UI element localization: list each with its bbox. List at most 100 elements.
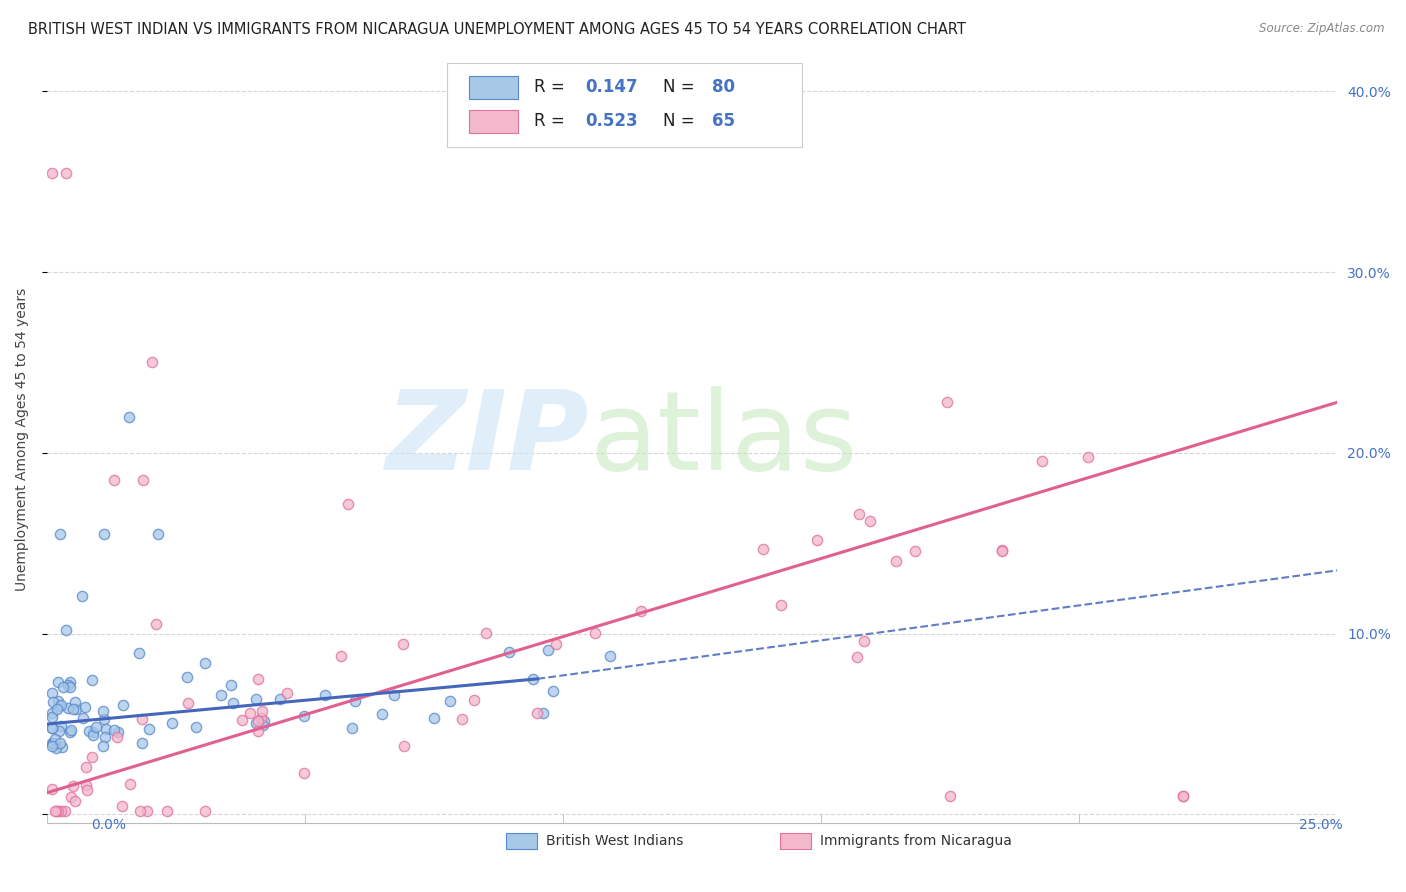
Point: [176, 670, 198, 684]
Text: 0.0%: 0.0%: [91, 818, 127, 832]
Point: [269, 691, 291, 706]
Point: [82, 725, 104, 739]
Point: [222, 696, 245, 710]
Point: [475, 626, 498, 640]
Point: [450, 713, 472, 727]
Point: [103, 473, 125, 487]
Text: atlas: atlas: [589, 386, 858, 492]
Point: [138, 722, 160, 736]
Point: [630, 604, 652, 618]
Text: 80: 80: [711, 78, 734, 96]
Point: [65, 701, 87, 715]
Point: [49, 719, 72, 733]
Point: [46, 693, 69, 707]
Point: [103, 723, 125, 738]
Point: [245, 716, 267, 731]
Point: [131, 712, 153, 726]
Point: [79, 724, 101, 739]
Point: [463, 693, 485, 707]
Text: British West Indians: British West Indians: [546, 834, 683, 848]
Point: [194, 657, 217, 671]
Point: [160, 716, 183, 731]
Point: [253, 714, 276, 728]
Point: [132, 473, 155, 487]
Point: [439, 694, 461, 708]
Point: [522, 672, 544, 686]
Text: BRITISH WEST INDIAN VS IMMIGRANTS FROM NICARAGUA UNEMPLOYMENT AMONG AGES 45 TO 5: BRITISH WEST INDIAN VS IMMIGRANTS FROM N…: [28, 22, 966, 37]
Point: [770, 598, 793, 612]
Point: [93, 712, 115, 726]
Text: N =: N =: [662, 112, 695, 130]
Point: [129, 804, 152, 818]
Point: [136, 804, 159, 818]
Point: [939, 789, 962, 804]
Point: [62, 702, 84, 716]
Point: [49, 698, 72, 713]
Point: [156, 804, 179, 818]
Point: [58, 681, 80, 695]
Point: [145, 617, 167, 632]
Point: [58, 674, 80, 689]
Point: [239, 706, 262, 720]
Text: R =: R =: [533, 112, 564, 130]
Point: [245, 691, 267, 706]
Point: [128, 646, 150, 660]
Point: [423, 711, 446, 725]
Text: 25.0%: 25.0%: [1299, 818, 1343, 832]
Point: [41, 722, 63, 736]
Point: [58, 701, 80, 715]
Point: [55, 166, 77, 180]
Point: [41, 706, 63, 720]
Y-axis label: Unemployment Among Ages 45 to 54 years: Unemployment Among Ages 45 to 54 years: [15, 288, 30, 591]
Point: [41, 686, 63, 700]
Point: [846, 650, 869, 665]
Point: [294, 709, 316, 723]
Point: [526, 706, 548, 720]
Point: [117, 409, 139, 424]
Point: [112, 698, 135, 712]
Point: [72, 711, 94, 725]
Bar: [470, 110, 517, 133]
Point: [392, 637, 415, 651]
Point: [936, 395, 959, 409]
Point: [58, 678, 80, 692]
Point: [46, 701, 69, 715]
Point: [62, 779, 84, 793]
Point: [146, 527, 169, 541]
Point: [41, 781, 63, 796]
Point: [859, 514, 882, 528]
Point: [48, 723, 70, 738]
Point: [247, 714, 270, 728]
Point: [329, 648, 352, 663]
Point: [42, 695, 65, 709]
Point: [991, 543, 1014, 558]
Text: ZIP: ZIP: [385, 386, 589, 492]
Point: [382, 688, 405, 702]
Text: 0.147: 0.147: [585, 78, 638, 96]
Point: [247, 723, 270, 738]
Point: [537, 643, 560, 657]
Text: R =: R =: [533, 78, 564, 96]
Point: [209, 688, 232, 702]
Point: [73, 700, 96, 714]
Point: [371, 706, 394, 721]
Point: [55, 623, 77, 637]
Point: [1031, 454, 1053, 468]
Point: [884, 554, 907, 568]
Text: Source: ZipAtlas.com: Source: ZipAtlas.com: [1260, 22, 1385, 36]
Point: [498, 645, 520, 659]
Point: [51, 680, 73, 694]
Point: [250, 711, 273, 725]
Point: [45, 740, 67, 755]
Point: [41, 739, 63, 753]
Point: [82, 728, 104, 742]
Point: [340, 721, 363, 735]
Point: [48, 527, 70, 541]
Point: [336, 497, 359, 511]
Point: [250, 704, 273, 718]
Point: [107, 724, 129, 739]
Point: [49, 804, 72, 818]
Point: [44, 731, 66, 746]
Point: [904, 543, 927, 558]
Text: Immigrants from Nicaragua: Immigrants from Nicaragua: [820, 834, 1011, 848]
